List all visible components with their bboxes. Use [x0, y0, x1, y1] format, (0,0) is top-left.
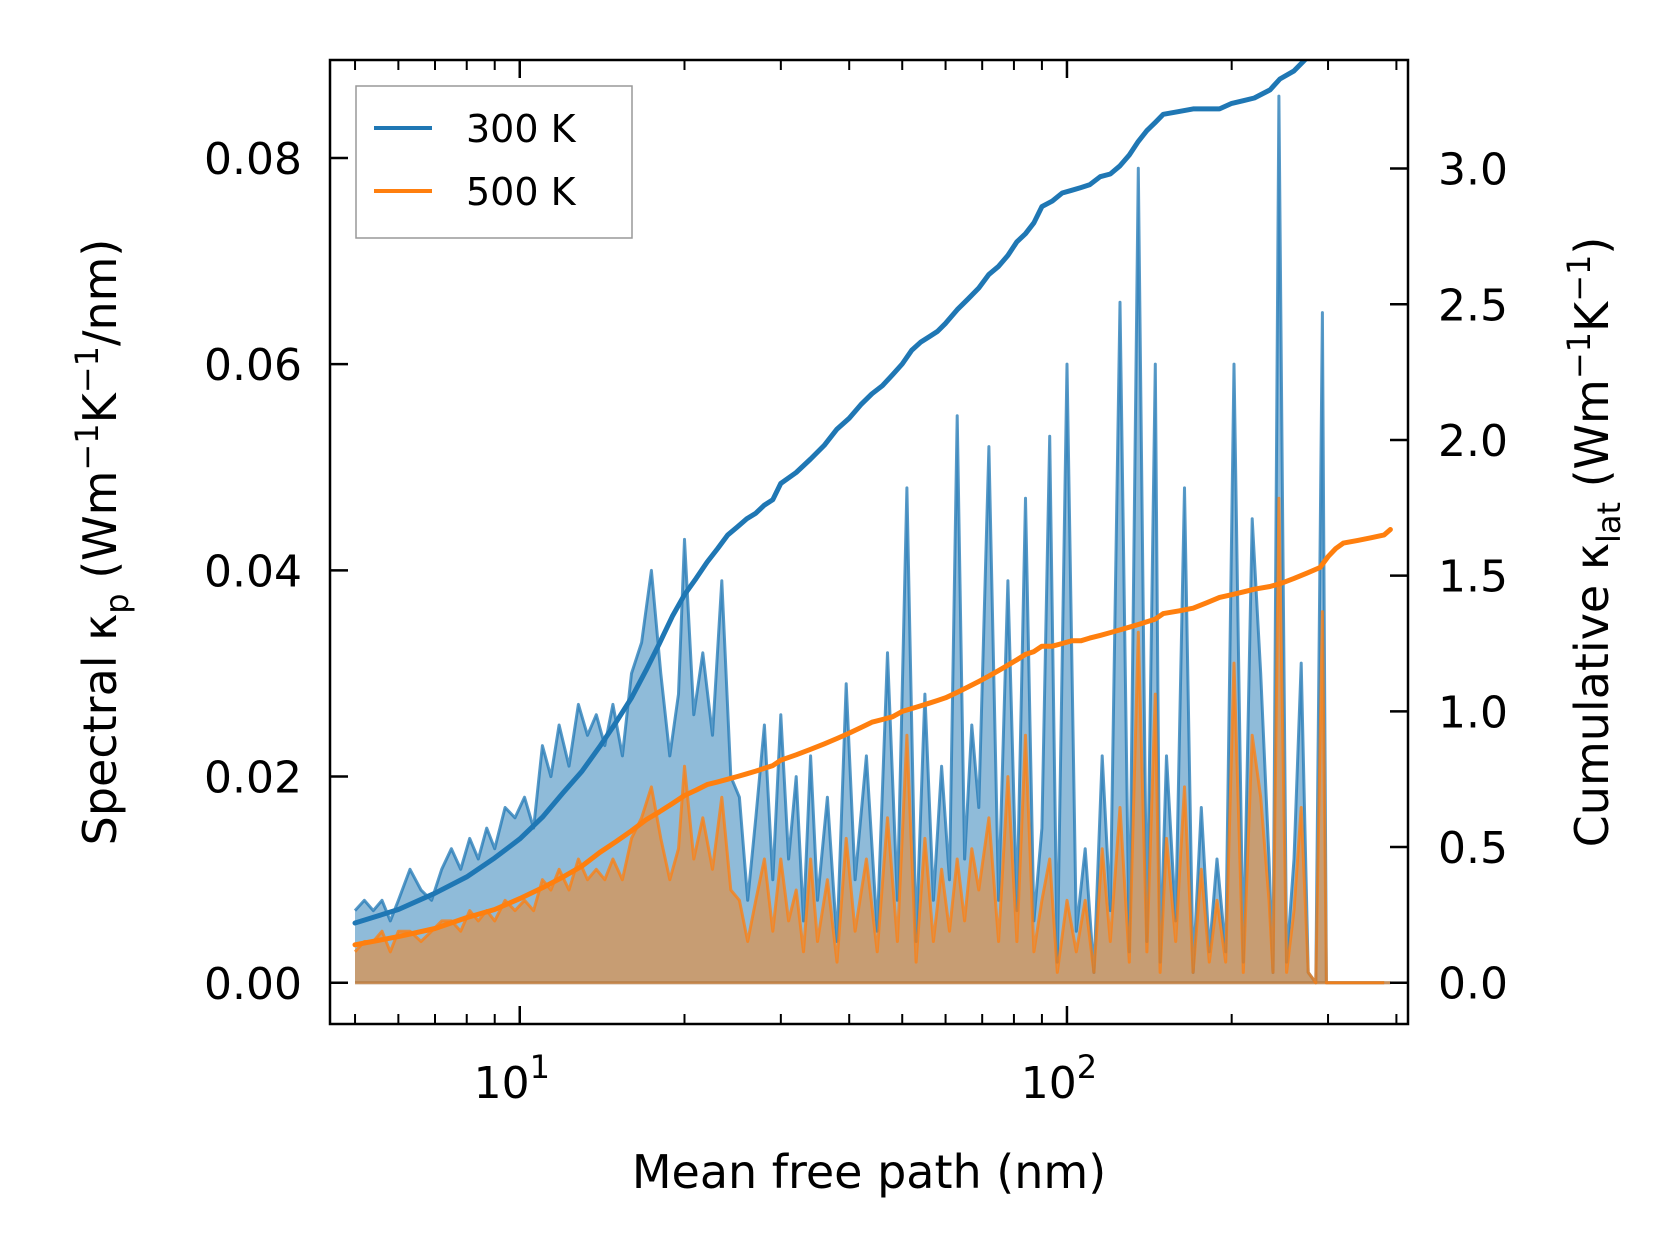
right-y-tick-label: 0.5	[1438, 823, 1508, 874]
right-y-tick-label: 0.0	[1438, 959, 1508, 1010]
right-y-tick-label: 1.5	[1438, 552, 1508, 603]
spectral-line-layer	[353, 94, 1391, 985]
plot-frame	[328, 58, 1410, 1026]
left-y-title-units-open: (Wm	[73, 471, 127, 594]
x-axis: 101 102	[354, 60, 1398, 1109]
spectral-line-500k	[353, 496, 1385, 985]
right-y-title-sub: lat	[1590, 502, 1628, 543]
cumulative-line-layer	[352, 60, 1393, 948]
left-y-title-exp1: −1	[68, 423, 106, 470]
left-y-tick-label: 0.06	[204, 340, 302, 391]
right-y-title-exp2: −1	[1560, 255, 1598, 302]
left-y-title-exp2: −1	[68, 346, 106, 393]
left-y-title-prefix: Spectral κ	[73, 614, 127, 846]
legend: 300 K 500 K	[355, 85, 633, 239]
spectral-line-300k	[353, 94, 1385, 985]
right-y-axis: 0.0 0.5 1.0 1.5 2.0 2.5 3.0	[1390, 145, 1508, 1010]
right-y-tick-label: 2.0	[1438, 416, 1508, 467]
spectral-area-300k	[355, 96, 1385, 983]
x-tick-label: 102	[1021, 1048, 1097, 1109]
right-y-tick-label: 3.0	[1438, 145, 1508, 196]
right-y-title-mid: K	[1565, 300, 1619, 332]
right-y-title-prefix: Cumulative κ	[1565, 543, 1619, 847]
left-y-tick-label: 0.04	[204, 546, 302, 597]
left-y-tick-label: 0.08	[204, 134, 302, 185]
left-y-title-units-close: /nm)	[73, 239, 127, 346]
right-y-title-exp1: −1	[1560, 332, 1598, 379]
left-y-title-mid: K	[73, 391, 127, 423]
right-y-tick-label: 1.0	[1438, 687, 1508, 738]
left-y-tick-label: 0.02	[204, 753, 302, 804]
left-y-tick-label: 0.00	[204, 959, 302, 1010]
legend-label-300k: 300 K	[466, 107, 577, 151]
x-axis-title: Mean free path (nm)	[632, 1145, 1106, 1199]
cumulative-line-300k	[352, 60, 1309, 926]
cumulative-line-500k	[352, 527, 1393, 948]
left-y-axis-title: Spectral κp (Wm−1K−1/nm)	[68, 239, 136, 846]
right-y-title-units-open: (Wm	[1565, 379, 1619, 502]
x-tick-label: 101	[474, 1048, 550, 1109]
right-y-axis-title: Cumulative κlat (Wm−1K−1)	[1560, 237, 1628, 848]
legend-box	[355, 85, 633, 239]
right-y-title-units-close: )	[1565, 237, 1619, 255]
left-y-axis: 0.00 0.02 0.04 0.06 0.08	[204, 134, 348, 1010]
right-y-tick-label: 2.5	[1438, 280, 1508, 331]
legend-label-500k: 500 K	[466, 170, 577, 214]
left-y-title-sub: p	[98, 593, 136, 613]
